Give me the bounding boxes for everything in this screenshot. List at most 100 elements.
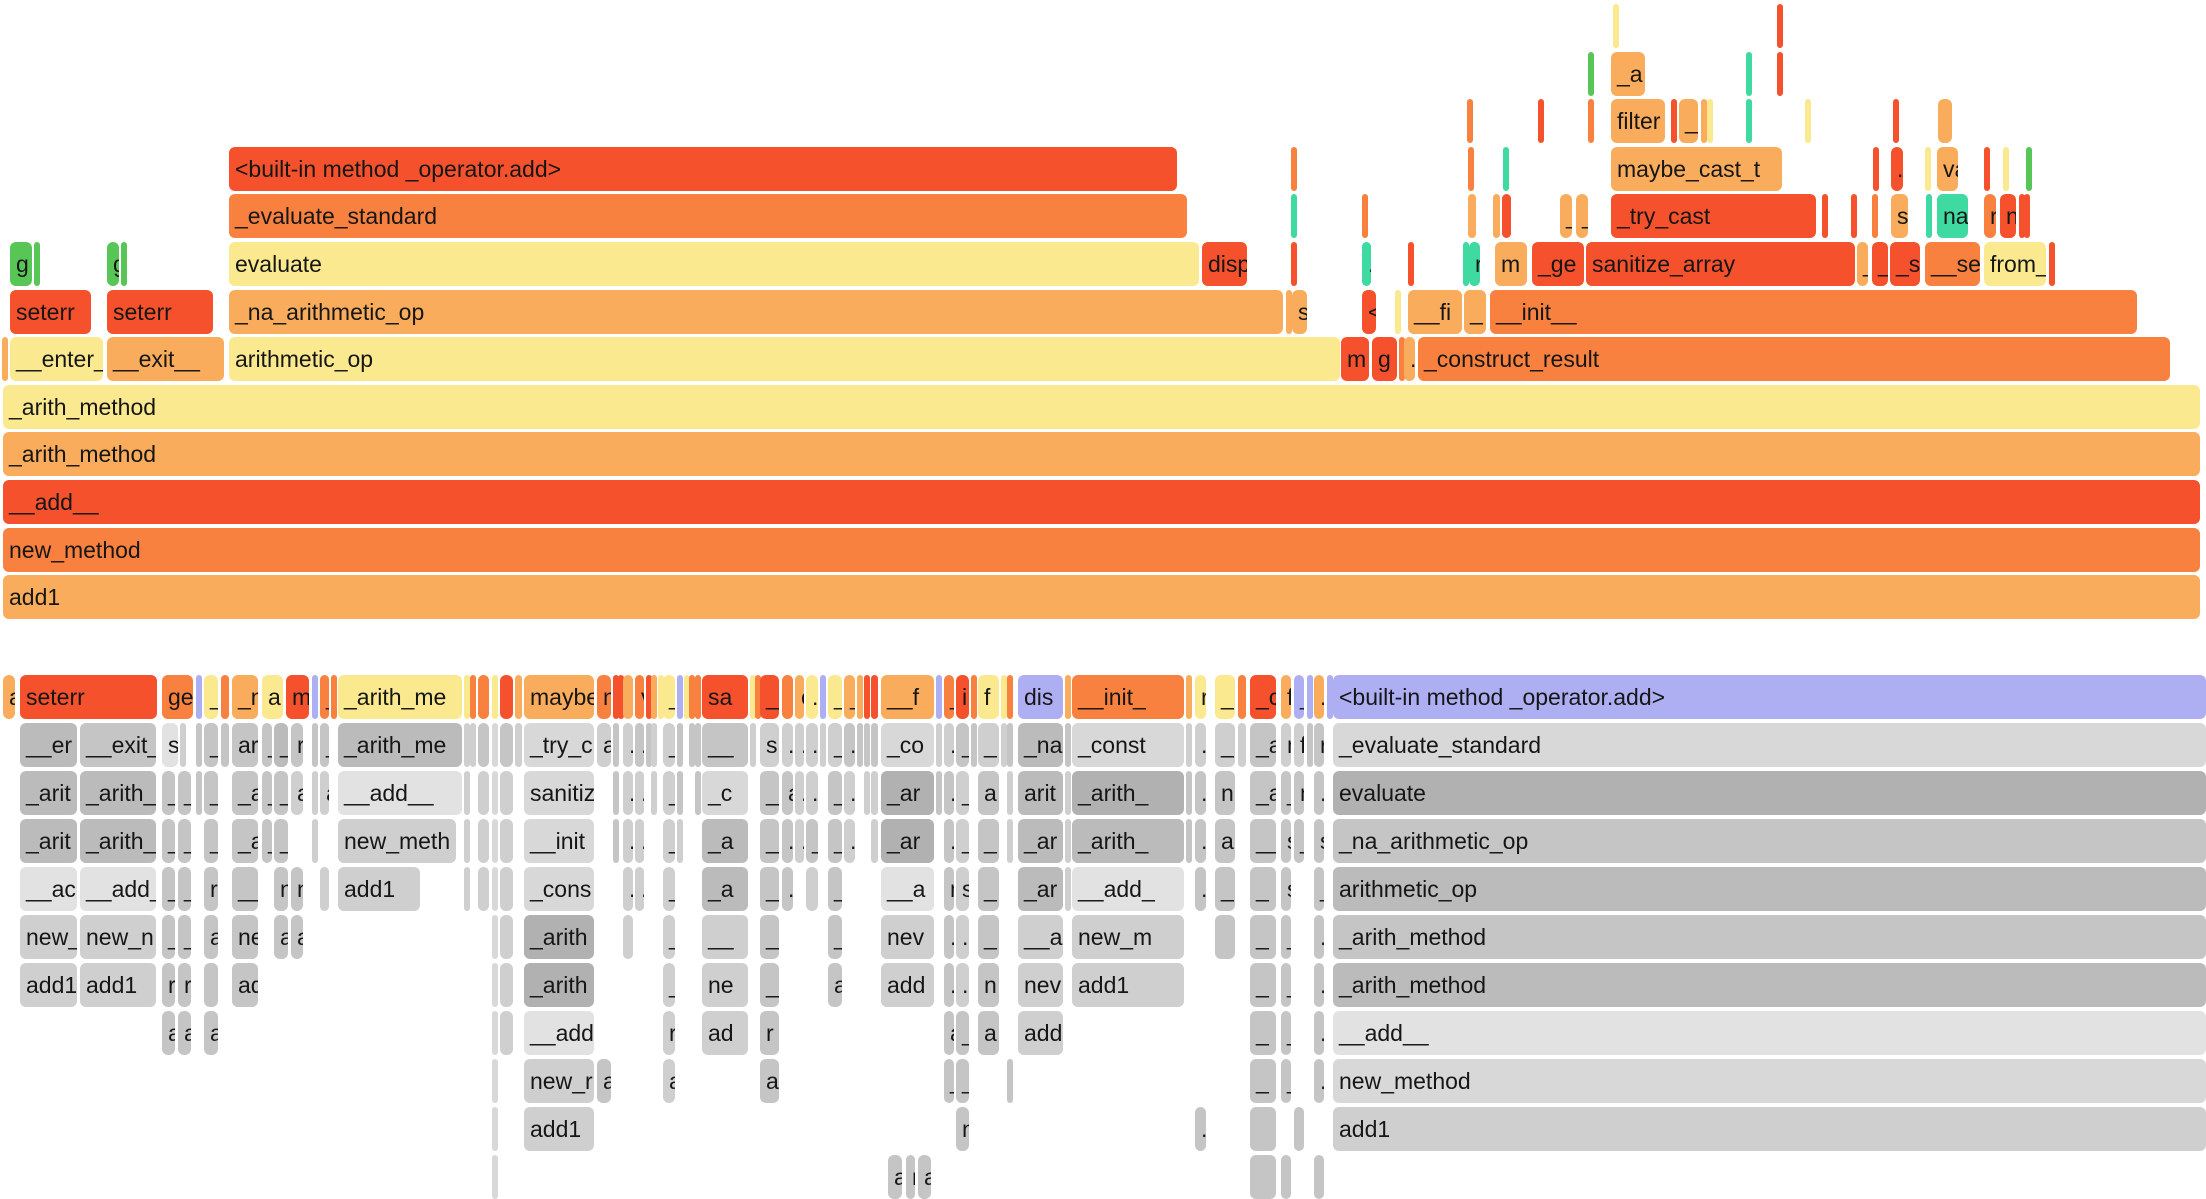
flame-frame[interactable] <box>204 963 218 1007</box>
flame-frame[interactable] <box>1925 147 1931 191</box>
flame-frame[interactable]: _ <box>956 819 969 863</box>
flame-frame[interactable]: _ <box>204 771 218 815</box>
flame-frame[interactable]: . <box>635 819 644 863</box>
flame-frame[interactable] <box>695 771 701 815</box>
flame-frame[interactable]: _arith_ <box>1072 819 1184 863</box>
flame-frame[interactable]: . <box>1362 242 1371 286</box>
flame-frame[interactable]: ge <box>162 675 193 719</box>
flame-frame[interactable] <box>515 675 522 719</box>
flame-frame[interactable] <box>864 771 870 815</box>
flame-frame[interactable] <box>492 1107 498 1151</box>
flame-frame[interactable]: _ <box>956 771 969 815</box>
flame-frame[interactable] <box>1001 723 1007 767</box>
flame-frame[interactable]: _ <box>1250 963 1276 1007</box>
flame-frame[interactable] <box>1291 194 1297 238</box>
flame-frame[interactable]: a <box>944 1011 954 1055</box>
flame-frame[interactable] <box>1873 147 1879 191</box>
flame-frame[interactable] <box>221 723 229 767</box>
flame-frame[interactable] <box>478 771 489 815</box>
flame-frame[interactable]: ad <box>702 1011 748 1055</box>
flame-frame[interactable] <box>1984 147 1990 191</box>
flame-frame[interactable]: . <box>1195 867 1206 911</box>
flame-frame[interactable]: . <box>782 867 793 911</box>
flame-frame[interactable]: m <box>1294 771 1304 815</box>
flame-frame[interactable]: _c <box>1250 675 1276 719</box>
flame-frame[interactable] <box>646 675 652 719</box>
flame-frame[interactable]: i <box>956 675 969 719</box>
flame-frame[interactable]: _arith_ <box>80 819 156 863</box>
flame-frame[interactable] <box>320 867 329 911</box>
flame-frame[interactable] <box>613 723 619 767</box>
flame-frame[interactable] <box>1408 242 1414 286</box>
flame-frame[interactable]: _ <box>760 915 779 959</box>
flame-frame[interactable]: . <box>806 675 818 719</box>
flame-frame[interactable] <box>971 675 977 719</box>
flame-frame[interactable] <box>871 675 878 719</box>
flame-frame[interactable] <box>478 675 489 719</box>
flame-frame[interactable]: _try_cast <box>1611 194 1816 238</box>
flame-frame[interactable]: g <box>1372 337 1397 381</box>
flame-frame[interactable]: n <box>1281 723 1291 767</box>
flame-frame[interactable]: _arith_ <box>1072 771 1184 815</box>
flame-frame[interactable] <box>1588 99 1594 143</box>
flame-frame[interactable]: . <box>1195 1107 1206 1151</box>
flame-frame[interactable] <box>492 915 498 959</box>
flame-frame[interactable] <box>677 771 683 815</box>
flame-frame[interactable] <box>1671 99 1677 143</box>
flame-frame[interactable] <box>755 675 761 719</box>
flame-frame[interactable] <box>492 867 498 911</box>
flame-frame[interactable] <box>677 723 683 767</box>
flame-frame[interactable]: _ <box>828 723 842 767</box>
flame-frame[interactable]: _arith_me <box>338 723 462 767</box>
flame-frame[interactable]: _ <box>978 819 999 863</box>
flame-frame[interactable]: __enter__ <box>10 337 103 381</box>
flame-frame[interactable] <box>1926 194 1932 238</box>
flame-frame[interactable]: . <box>623 771 633 815</box>
flame-frame[interactable]: . <box>795 723 804 767</box>
flame-frame[interactable]: _arith_method <box>1333 915 2206 959</box>
flame-frame[interactable] <box>695 675 701 719</box>
flame-frame[interactable] <box>478 723 489 767</box>
flame-frame[interactable]: _ <box>178 771 191 815</box>
flame-frame[interactable]: _ <box>663 867 675 911</box>
flame-frame[interactable]: add1 <box>20 963 77 1007</box>
flame-frame[interactable]: new_method <box>1333 1059 2206 1103</box>
flame-frame[interactable]: s <box>1891 194 1908 238</box>
flame-frame[interactable] <box>492 819 498 863</box>
flame-frame[interactable]: add1 <box>1072 963 1184 1007</box>
flame-frame[interactable]: _ar <box>881 771 934 815</box>
flame-frame[interactable]: a <box>782 771 793 815</box>
flame-frame[interactable]: __ <box>274 819 288 863</box>
flame-frame[interactable]: . <box>623 819 633 863</box>
flame-frame[interactable]: n <box>956 1107 969 1151</box>
flame-frame[interactable]: a <box>663 1059 675 1103</box>
flame-frame[interactable]: new_m <box>1072 915 1184 959</box>
flame-frame[interactable] <box>1468 194 1476 238</box>
flame-frame[interactable]: n <box>906 1155 915 1199</box>
flame-frame[interactable]: _ <box>1215 675 1235 719</box>
flame-frame[interactable]: _ <box>162 819 175 863</box>
flame-frame[interactable]: r <box>178 963 191 1007</box>
flame-frame[interactable]: _ <box>1215 723 1235 767</box>
flame-frame[interactable]: _ <box>178 819 191 863</box>
flame-frame[interactable] <box>1746 99 1752 143</box>
flame-frame[interactable]: __ <box>702 723 748 767</box>
flame-frame[interactable]: _arith_method <box>1333 963 2206 1007</box>
flame-frame[interactable]: new_method <box>3 528 2200 572</box>
flame-frame[interactable]: _ <box>663 819 675 863</box>
flame-frame[interactable] <box>331 675 337 719</box>
flame-frame[interactable]: _ <box>1679 99 1698 143</box>
flame-frame[interactable] <box>618 675 624 719</box>
flame-frame[interactable] <box>312 723 318 767</box>
flame-frame[interactable] <box>1291 147 1297 191</box>
flame-frame[interactable]: _ <box>956 723 969 767</box>
flame-frame[interactable]: arithmetic_op <box>229 337 1340 381</box>
flame-frame[interactable]: _ <box>1294 675 1304 719</box>
flame-frame[interactable]: _na <box>1018 723 1063 767</box>
flame-frame[interactable]: _ <box>828 915 842 959</box>
flame-frame[interactable] <box>1286 290 1292 334</box>
flame-frame[interactable]: _ <box>806 819 818 863</box>
flame-frame[interactable] <box>492 1011 498 1055</box>
flame-frame[interactable] <box>478 819 489 863</box>
flame-frame[interactable] <box>1851 194 1857 238</box>
